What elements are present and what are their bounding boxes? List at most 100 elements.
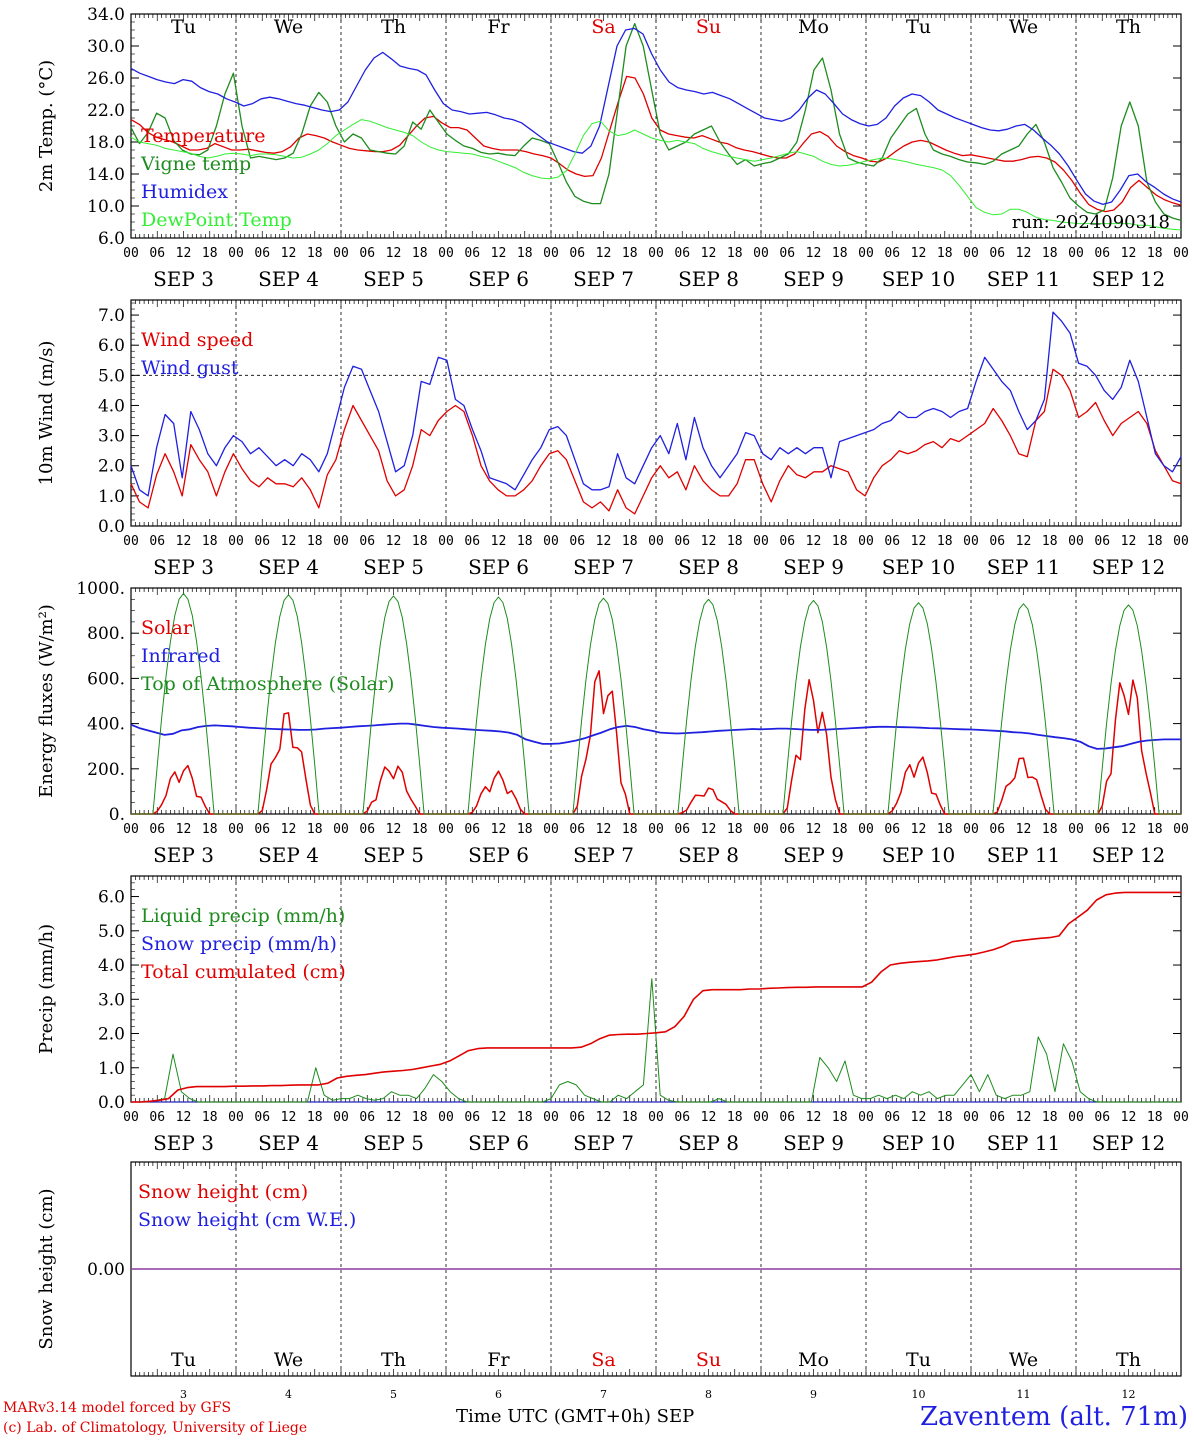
hour-tick-label: 06	[989, 534, 1005, 549]
hour-tick-label: 00	[963, 1110, 979, 1125]
date-label: SEP 5	[363, 843, 424, 867]
hour-tick-label: 12	[386, 1110, 402, 1125]
date-label: SEP 10	[882, 267, 956, 291]
day-number-label: 7	[600, 1388, 607, 1401]
hour-tick-label: 06	[149, 822, 165, 837]
hour-tick-label: 18	[1042, 822, 1058, 837]
date-label: SEP 8	[678, 555, 739, 579]
hour-tick-label: 00	[648, 534, 664, 549]
hour-tick-label: 06	[674, 246, 690, 261]
date-label: SEP 8	[678, 267, 739, 291]
station-name: Zaventem (alt. 71m)	[920, 1402, 1188, 1432]
date-label: SEP 3	[153, 267, 214, 291]
hour-tick-label: 00	[123, 534, 139, 549]
hour-tick-label: 00	[228, 246, 244, 261]
hour-tick-label: 00	[123, 822, 139, 837]
hour-tick-label: 06	[569, 822, 585, 837]
weekday-label: Fr	[487, 1349, 510, 1371]
y-axis-label: Precip (mm/h)	[36, 924, 57, 1054]
hour-tick-label: 12	[176, 1110, 192, 1125]
hour-tick-label: 18	[937, 534, 953, 549]
hour-tick-label: 06	[464, 1110, 480, 1125]
hour-tick-label: 18	[832, 534, 848, 549]
date-label: SEP 11	[987, 555, 1061, 579]
hour-tick-label: 06	[359, 822, 375, 837]
hour-tick-label: 06	[1094, 246, 1110, 261]
hour-tick-label: 12	[1121, 246, 1137, 261]
y-tick-label: 3.0	[98, 990, 125, 1010]
y-tick-label: 200.	[87, 760, 125, 780]
hour-tick-label: 12	[701, 822, 717, 837]
date-label: SEP 12	[1092, 555, 1166, 579]
weekday-label: We	[1009, 1349, 1038, 1371]
hour-tick-label: 06	[359, 534, 375, 549]
y-tick-label: 1.0	[98, 487, 125, 507]
y-axis-label: 10m Wind (m/s)	[36, 341, 57, 486]
hour-tick-label: 00	[963, 534, 979, 549]
date-label: SEP 7	[573, 267, 634, 291]
hour-tick-label: 12	[806, 246, 822, 261]
legend-entry: Vigne temp	[140, 153, 251, 175]
hour-tick-label: 18	[1147, 822, 1163, 837]
weekday-label: Sa	[591, 16, 615, 38]
hour-tick-label: 00	[858, 246, 874, 261]
hour-tick-label: 06	[989, 822, 1005, 837]
y-tick-label: 0.0	[98, 517, 125, 537]
hour-tick-label: 00	[648, 822, 664, 837]
hour-tick-label: 12	[1016, 822, 1032, 837]
hour-tick-label: 00	[228, 1110, 244, 1125]
series-line-wind-gust	[130, 311, 1182, 497]
y-tick-label: 1000.	[76, 579, 125, 599]
date-label: SEP 9	[783, 1131, 844, 1155]
date-label: SEP 6	[468, 1131, 529, 1155]
hour-tick-label: 12	[596, 246, 612, 261]
hour-tick-label: 12	[911, 1110, 927, 1125]
day-number-label: 6	[495, 1388, 502, 1401]
hour-tick-label: 06	[779, 534, 795, 549]
date-label: SEP 12	[1092, 1131, 1166, 1155]
hour-tick-label: 12	[1121, 1110, 1137, 1125]
date-label: SEP 8	[678, 1131, 739, 1155]
date-label: SEP 6	[468, 267, 529, 291]
hour-tick-label: 06	[359, 246, 375, 261]
hour-tick-label: 12	[701, 1110, 717, 1125]
hour-tick-label: 06	[1094, 534, 1110, 549]
date-label: SEP 3	[153, 843, 214, 867]
y-tick-label: 800.	[87, 624, 125, 644]
hour-tick-label: 00	[963, 822, 979, 837]
hour-tick-label: 06	[149, 1110, 165, 1125]
model-credit: MARv3.14 model forced by GFS	[3, 1400, 232, 1416]
date-label: SEP 5	[363, 1131, 424, 1155]
hour-tick-label: 12	[176, 822, 192, 837]
weekday-label: Th	[381, 16, 406, 38]
weekday-label: Mo	[798, 1349, 829, 1371]
hour-tick-label: 12	[1121, 534, 1137, 549]
hour-tick-label: 18	[307, 1110, 323, 1125]
hour-tick-label: 00	[1173, 822, 1189, 837]
hour-tick-label: 12	[386, 246, 402, 261]
hour-tick-label: 12	[806, 822, 822, 837]
hour-tick-label: 18	[622, 822, 638, 837]
hour-tick-label: 06	[254, 534, 270, 549]
series-line-liquid-precip-mm-h	[131, 978, 1181, 1103]
day-number-label: 3	[180, 1388, 187, 1401]
hour-tick-label: 00	[753, 534, 769, 549]
hour-tick-label: 12	[281, 246, 297, 261]
date-label: SEP 3	[153, 555, 214, 579]
weekday-label: Tu	[906, 1349, 931, 1371]
hour-tick-label: 06	[884, 822, 900, 837]
hour-tick-label: 18	[412, 246, 428, 261]
hour-tick-label: 00	[543, 534, 559, 549]
date-label: SEP 10	[882, 843, 956, 867]
hour-tick-label: 06	[779, 822, 795, 837]
y-tick-label: 5.0	[98, 922, 125, 942]
hour-tick-label: 06	[464, 246, 480, 261]
hour-tick-label: 12	[911, 246, 927, 261]
weekday-label: Fr	[487, 16, 510, 38]
hour-tick-label: 12	[281, 822, 297, 837]
panel-3	[130, 587, 1182, 815]
date-label: SEP 9	[783, 843, 844, 867]
hour-tick-label: 06	[884, 1110, 900, 1125]
legend-entry: Snow height (cm)	[138, 1181, 308, 1203]
